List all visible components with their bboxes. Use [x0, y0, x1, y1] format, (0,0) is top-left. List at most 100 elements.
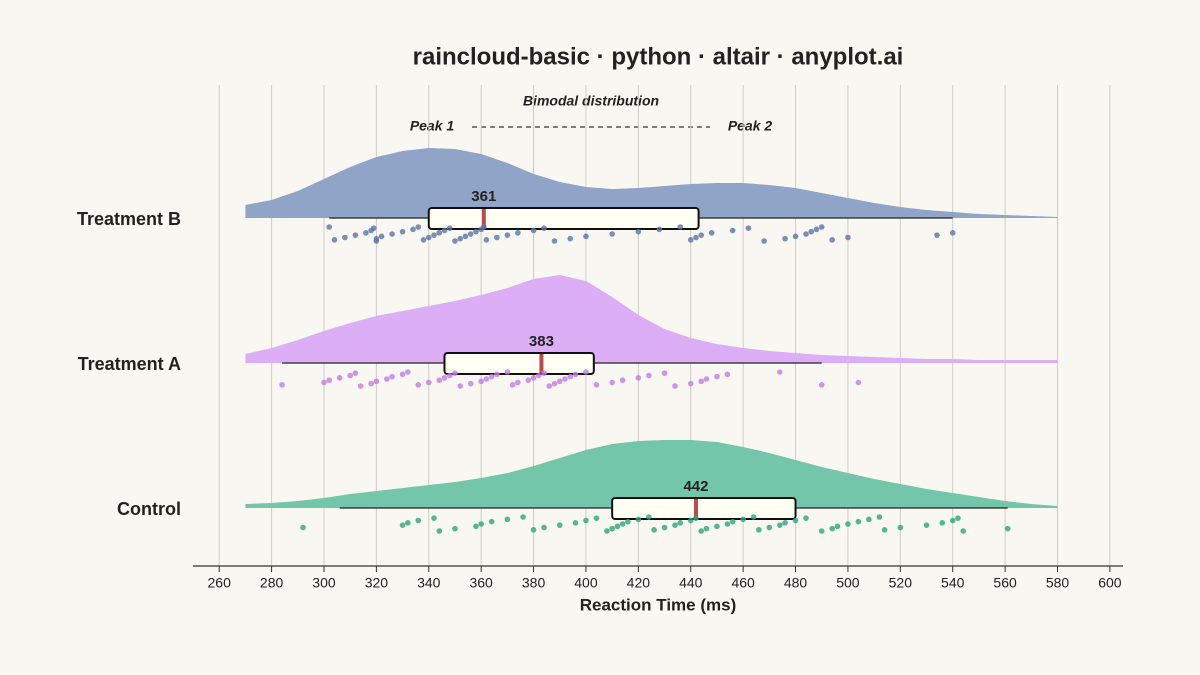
median [481, 209, 486, 228]
data-point [693, 515, 699, 521]
data-point [703, 525, 710, 532]
data-point [661, 524, 668, 531]
annotation-peak: Peak 1 [410, 118, 455, 134]
data-point [745, 225, 752, 231]
data-point [321, 379, 327, 386]
median-label: 383 [529, 333, 554, 350]
median [693, 499, 698, 518]
data-point [478, 378, 484, 385]
data-point [939, 520, 946, 526]
data-point [373, 378, 380, 385]
data-point [845, 234, 851, 241]
x-tick-label: 320 [365, 575, 389, 591]
data-point [399, 228, 406, 235]
data-point [829, 237, 836, 243]
data-point [504, 516, 511, 523]
data-point [609, 379, 615, 386]
data-point [834, 523, 841, 530]
data-point [378, 233, 385, 240]
data-point [446, 372, 453, 379]
data-point [729, 518, 736, 525]
data-point [646, 514, 652, 520]
data-point [934, 232, 940, 238]
x-tick-label: 260 [208, 575, 232, 591]
data-point [494, 234, 500, 241]
data-point [818, 528, 825, 534]
data-point [352, 370, 359, 376]
data-point [724, 371, 731, 378]
data-point [530, 227, 537, 234]
annotation-peak: Peak 2 [728, 118, 773, 134]
data-point [672, 383, 678, 389]
data-point [410, 226, 416, 233]
data-point [541, 370, 547, 376]
data-point [756, 527, 762, 533]
data-point [504, 232, 511, 238]
data-point [782, 235, 788, 242]
data-point [452, 525, 458, 532]
data-point [583, 233, 589, 240]
x-tick-label: 580 [1046, 575, 1070, 591]
data-point [677, 520, 684, 526]
data-point [572, 371, 579, 378]
median-label: 361 [471, 188, 496, 205]
data-point [866, 516, 872, 523]
data-point [923, 522, 930, 528]
data-point [687, 380, 694, 387]
data-point [494, 371, 500, 378]
data-point [436, 528, 443, 534]
data-point [441, 227, 448, 234]
data-point [530, 527, 537, 533]
data-point [677, 224, 684, 230]
data-point [446, 225, 453, 231]
density-area [245, 440, 1058, 508]
annotation-title: Bimodal distribution [523, 93, 659, 109]
data-point [855, 379, 862, 386]
data-point [541, 524, 547, 531]
data-point [818, 224, 825, 230]
data-point [415, 224, 422, 230]
x-tick-label: 520 [889, 575, 913, 591]
data-point [635, 516, 642, 523]
data-point [777, 369, 783, 375]
data-point [525, 377, 532, 383]
density-area [245, 148, 1058, 218]
data-point [609, 525, 615, 532]
x-tick-label: 540 [941, 575, 965, 591]
data-point [845, 521, 851, 527]
data-point [452, 370, 458, 376]
data-point [782, 520, 788, 526]
data-point [488, 518, 495, 525]
data-point [536, 372, 542, 379]
x-tick-label: 360 [469, 575, 493, 591]
median-label: 442 [683, 478, 708, 495]
data-point [955, 515, 961, 521]
chart-title: raincloud-basic · python · altair · anyp… [413, 43, 904, 70]
data-point [515, 379, 521, 386]
data-point [509, 382, 516, 388]
data-point [766, 524, 773, 531]
x-tick-label: 280 [260, 575, 284, 591]
data-point [808, 228, 815, 235]
data-point [818, 382, 825, 388]
data-point [651, 527, 657, 533]
category-label: Treatment A [78, 354, 181, 374]
data-point [777, 522, 783, 528]
data-point [876, 514, 883, 520]
x-tick-label: 420 [627, 575, 651, 591]
data-point [373, 235, 380, 242]
x-tick-label: 600 [1098, 575, 1122, 591]
box [611, 497, 797, 520]
data-point [708, 230, 715, 236]
data-point [389, 373, 395, 380]
box [443, 352, 595, 375]
x-tick-label: 400 [574, 575, 598, 591]
data-point [368, 380, 374, 387]
box [427, 207, 700, 230]
data-point [436, 230, 443, 236]
data-point [635, 375, 642, 381]
density-area [245, 275, 1058, 363]
data-point [520, 514, 526, 520]
x-axis-title: Reaction Time (ms) [580, 595, 737, 614]
data-point [593, 515, 600, 521]
